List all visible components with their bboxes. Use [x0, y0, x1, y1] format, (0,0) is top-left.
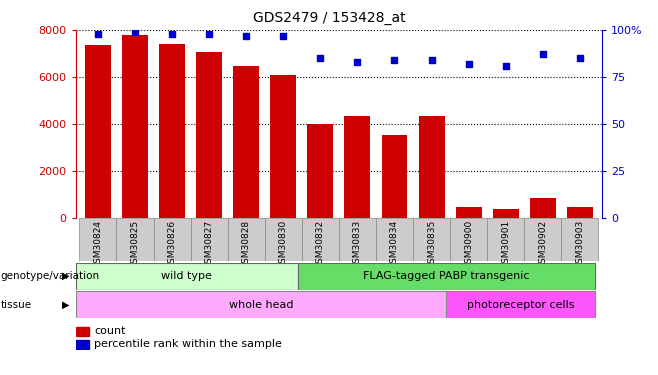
- Point: [463, 61, 474, 67]
- Text: wild type: wild type: [161, 271, 213, 281]
- FancyBboxPatch shape: [524, 217, 561, 261]
- Bar: [196, 52, 222, 217]
- Bar: [344, 116, 370, 218]
- Point: [426, 57, 437, 63]
- FancyBboxPatch shape: [561, 217, 598, 261]
- FancyBboxPatch shape: [76, 291, 446, 318]
- Point: [93, 31, 103, 37]
- Point: [241, 33, 251, 39]
- Point: [501, 63, 511, 69]
- Point: [538, 51, 548, 57]
- Text: percentile rank within the sample: percentile rank within the sample: [94, 339, 282, 350]
- Text: GSM30824: GSM30824: [93, 220, 103, 268]
- Bar: [455, 207, 482, 218]
- FancyBboxPatch shape: [413, 217, 450, 261]
- Text: GSM30833: GSM30833: [353, 220, 362, 269]
- Text: genotype/variation: genotype/variation: [1, 271, 100, 281]
- Bar: [530, 198, 556, 217]
- Text: GSM30830: GSM30830: [279, 220, 288, 269]
- Point: [315, 55, 326, 61]
- FancyBboxPatch shape: [265, 217, 302, 261]
- Text: GSM30902: GSM30902: [538, 220, 547, 269]
- Text: tissue: tissue: [1, 300, 32, 310]
- Text: GSM30834: GSM30834: [390, 220, 399, 269]
- FancyBboxPatch shape: [446, 291, 595, 318]
- Text: GSM30901: GSM30901: [501, 220, 510, 269]
- FancyBboxPatch shape: [228, 217, 265, 261]
- Text: whole head: whole head: [229, 300, 293, 310]
- Text: ▶: ▶: [62, 271, 69, 281]
- Text: GSM30835: GSM30835: [427, 220, 436, 269]
- Point: [352, 59, 363, 65]
- Text: count: count: [94, 326, 126, 336]
- Point: [204, 31, 215, 37]
- Bar: [493, 209, 519, 218]
- Text: GSM30832: GSM30832: [316, 220, 325, 269]
- Bar: [159, 44, 185, 218]
- Bar: [382, 135, 407, 218]
- FancyBboxPatch shape: [80, 217, 116, 261]
- Bar: [85, 45, 111, 218]
- Text: FLAG-tagged PABP transgenic: FLAG-tagged PABP transgenic: [363, 271, 530, 281]
- FancyBboxPatch shape: [487, 217, 524, 261]
- Point: [166, 31, 177, 37]
- Text: GSM30828: GSM30828: [241, 220, 251, 269]
- FancyBboxPatch shape: [450, 217, 487, 261]
- FancyBboxPatch shape: [376, 217, 413, 261]
- FancyBboxPatch shape: [153, 217, 191, 261]
- FancyBboxPatch shape: [191, 217, 228, 261]
- Bar: [233, 66, 259, 218]
- FancyBboxPatch shape: [116, 217, 153, 261]
- Text: GSM30900: GSM30900: [464, 220, 473, 269]
- Text: GSM30825: GSM30825: [130, 220, 139, 269]
- FancyBboxPatch shape: [339, 217, 376, 261]
- Text: GSM30827: GSM30827: [205, 220, 214, 269]
- Point: [574, 55, 585, 61]
- Bar: [76, 327, 89, 336]
- Text: GDS2479 / 153428_at: GDS2479 / 153428_at: [253, 11, 405, 25]
- Point: [278, 33, 288, 39]
- Bar: [122, 35, 148, 218]
- Point: [130, 29, 140, 35]
- Point: [390, 57, 400, 63]
- Text: GSM30826: GSM30826: [168, 220, 176, 269]
- Bar: [76, 340, 89, 349]
- FancyBboxPatch shape: [76, 262, 298, 290]
- Bar: [307, 124, 334, 218]
- Text: photoreceptor cells: photoreceptor cells: [467, 300, 574, 310]
- Bar: [418, 116, 445, 218]
- Text: ▶: ▶: [62, 300, 69, 310]
- Bar: [270, 75, 296, 217]
- Text: GSM30903: GSM30903: [575, 220, 584, 269]
- Bar: [567, 207, 593, 218]
- FancyBboxPatch shape: [302, 217, 339, 261]
- FancyBboxPatch shape: [298, 262, 595, 290]
